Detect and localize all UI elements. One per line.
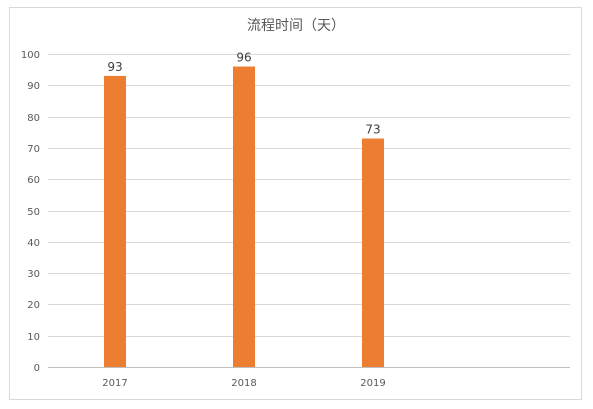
chart-title: 流程时间（天） <box>247 18 345 34</box>
y-tick-label: 30 <box>27 269 40 280</box>
bar-2018 <box>233 66 255 368</box>
data-label-2018: 96 <box>236 51 251 65</box>
y-tick-label: 90 <box>27 81 40 92</box>
data-label-2019: 73 <box>365 123 380 137</box>
y-tick-label: 40 <box>27 238 40 249</box>
y-tick-label: 50 <box>27 207 40 218</box>
x-tick-label: 2017 <box>102 378 127 389</box>
x-tick-label: 2018 <box>231 378 256 389</box>
bars <box>104 66 384 368</box>
y-tick-label: 100 <box>21 50 40 61</box>
bar-2019 <box>362 138 384 367</box>
y-tick-label: 80 <box>27 113 40 124</box>
bar-2017 <box>104 75 126 367</box>
y-tick-label: 70 <box>27 144 40 155</box>
y-tick-label: 60 <box>27 175 40 186</box>
data-label-2017: 93 <box>107 60 122 74</box>
y-tick-label: 10 <box>27 332 40 343</box>
y-tick-label: 0 <box>34 363 40 374</box>
x-tick-label: 2019 <box>360 378 385 389</box>
x-axis-ticks: 2017 2018 2019 <box>102 378 385 389</box>
grid-lines <box>48 54 570 368</box>
y-tick-label: 20 <box>27 300 40 311</box>
y-axis-ticks: 0 10 20 30 40 50 60 70 80 90 100 <box>21 50 40 374</box>
data-labels: 93 96 73 <box>107 51 380 137</box>
